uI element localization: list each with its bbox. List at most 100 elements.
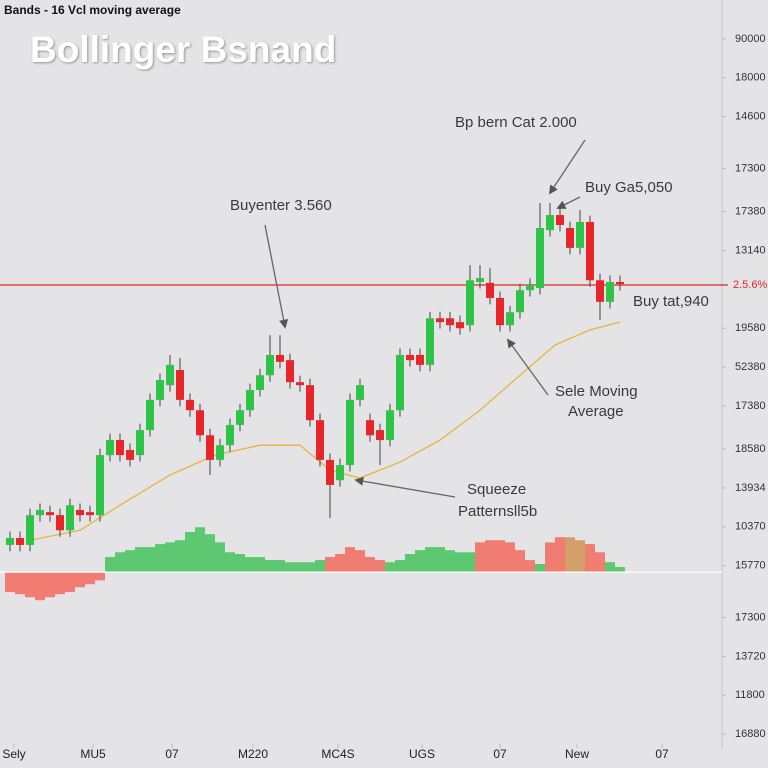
candle-body xyxy=(496,297,504,326)
x-tick-label: MC4S xyxy=(321,747,354,761)
histogram-bar xyxy=(455,552,465,573)
histogram-bar xyxy=(265,560,275,573)
candle-body xyxy=(416,354,424,365)
histogram-bar xyxy=(195,527,205,573)
candle-body xyxy=(136,430,144,456)
candle-body xyxy=(336,465,344,481)
candle-body xyxy=(76,509,84,516)
x-tick-label: 07 xyxy=(493,747,507,761)
candle-body xyxy=(516,290,524,313)
candle-body xyxy=(56,515,64,531)
y-tick-label: 17380 xyxy=(735,400,766,412)
x-tick-label: MU5 xyxy=(80,747,106,761)
annotation: Patternsll5b xyxy=(458,503,537,520)
y-tick-label: 13140 xyxy=(735,244,766,256)
histogram-bar xyxy=(545,542,555,573)
candle-body xyxy=(556,215,564,225)
x-tick-label: 07 xyxy=(655,747,669,761)
candle-body xyxy=(16,538,24,545)
candle-body xyxy=(376,430,384,441)
candle-body xyxy=(26,515,34,545)
histogram-bar xyxy=(35,572,45,601)
candle-body xyxy=(596,280,604,302)
candle-body xyxy=(526,285,534,291)
candle-body xyxy=(276,354,284,362)
histogram-bar xyxy=(445,550,455,573)
arrows xyxy=(264,139,586,498)
annotation: Average xyxy=(568,403,624,420)
histogram-bar xyxy=(505,542,515,573)
x-tick-label: M220 xyxy=(238,747,268,761)
histogram-bar xyxy=(565,537,575,573)
annotation: Buy Ga5,050 xyxy=(585,179,673,196)
x-tick-label: New xyxy=(565,747,589,761)
histogram-bar xyxy=(245,557,255,573)
candle-body xyxy=(616,281,624,285)
candle-body xyxy=(156,380,164,400)
histogram-bar xyxy=(465,552,475,573)
y-tick-label: 19580 xyxy=(735,322,766,334)
y-tick-label: 52380 xyxy=(735,361,766,373)
annotation: Bp bern Cat 2.000 xyxy=(455,114,577,131)
reference-label: 2.5.6% xyxy=(733,279,767,291)
candle-body xyxy=(406,354,414,361)
y-tick-label: 13934 xyxy=(735,482,766,494)
y-tick-label: 14600 xyxy=(735,110,766,122)
arrow xyxy=(354,476,456,498)
histogram-bar xyxy=(495,540,505,573)
candle-body xyxy=(326,459,334,485)
y-tick-label: 18000 xyxy=(735,72,766,84)
y-tick-label: 11800 xyxy=(735,689,765,701)
candle-body xyxy=(316,420,324,460)
candle-body xyxy=(46,512,54,516)
histogram-bar xyxy=(25,572,35,598)
candle-body xyxy=(86,512,94,516)
histogram-bar xyxy=(515,550,525,573)
histogram-bar xyxy=(165,542,175,573)
x-tick-label: UGS xyxy=(409,747,435,761)
histogram-bar xyxy=(125,550,135,573)
histogram-bar xyxy=(385,562,395,573)
histogram-bar xyxy=(295,562,305,573)
plot-area: 90000 18000 14600 17300 17380 13140 19580 52380… xyxy=(0,33,767,761)
candle-body xyxy=(226,424,234,446)
histogram-bar xyxy=(105,557,115,573)
histogram-bar xyxy=(55,572,65,595)
histogram-bar xyxy=(85,572,95,585)
arrow xyxy=(264,224,289,329)
histogram-bar xyxy=(155,544,165,573)
histogram-bar xyxy=(175,540,185,573)
candle-body xyxy=(356,385,364,400)
histogram-bar xyxy=(405,554,415,573)
histogram-bar xyxy=(375,560,385,573)
histogram-bar xyxy=(325,557,335,573)
candle-body xyxy=(486,282,494,298)
histogram-bar xyxy=(435,547,445,573)
histogram-bar xyxy=(205,534,215,573)
candle-body xyxy=(206,435,214,460)
arrow xyxy=(506,338,549,396)
candle-body xyxy=(6,538,14,545)
y-tick-label: 17300 xyxy=(735,162,766,174)
candle-body xyxy=(116,440,124,456)
histogram-bar xyxy=(615,566,625,573)
arrow xyxy=(548,139,586,195)
candle-body xyxy=(236,410,244,425)
histogram-bar xyxy=(275,560,285,573)
histogram-bar xyxy=(75,572,85,588)
histogram-bar xyxy=(345,547,355,573)
histogram-bar xyxy=(475,542,485,573)
candle-body xyxy=(186,399,194,411)
candle-body xyxy=(96,455,104,516)
y-tick-label: 10370 xyxy=(735,521,766,533)
histogram-bar xyxy=(95,572,105,581)
candle-body xyxy=(586,221,594,281)
histogram-bar xyxy=(415,550,425,573)
candle-body xyxy=(456,322,464,329)
histogram-bar xyxy=(115,552,125,573)
histogram-bar xyxy=(395,560,405,573)
annotation: Sele Moving xyxy=(555,383,638,400)
candle-body xyxy=(66,505,74,531)
histogram-bar xyxy=(525,560,535,573)
candle-body xyxy=(286,360,294,383)
